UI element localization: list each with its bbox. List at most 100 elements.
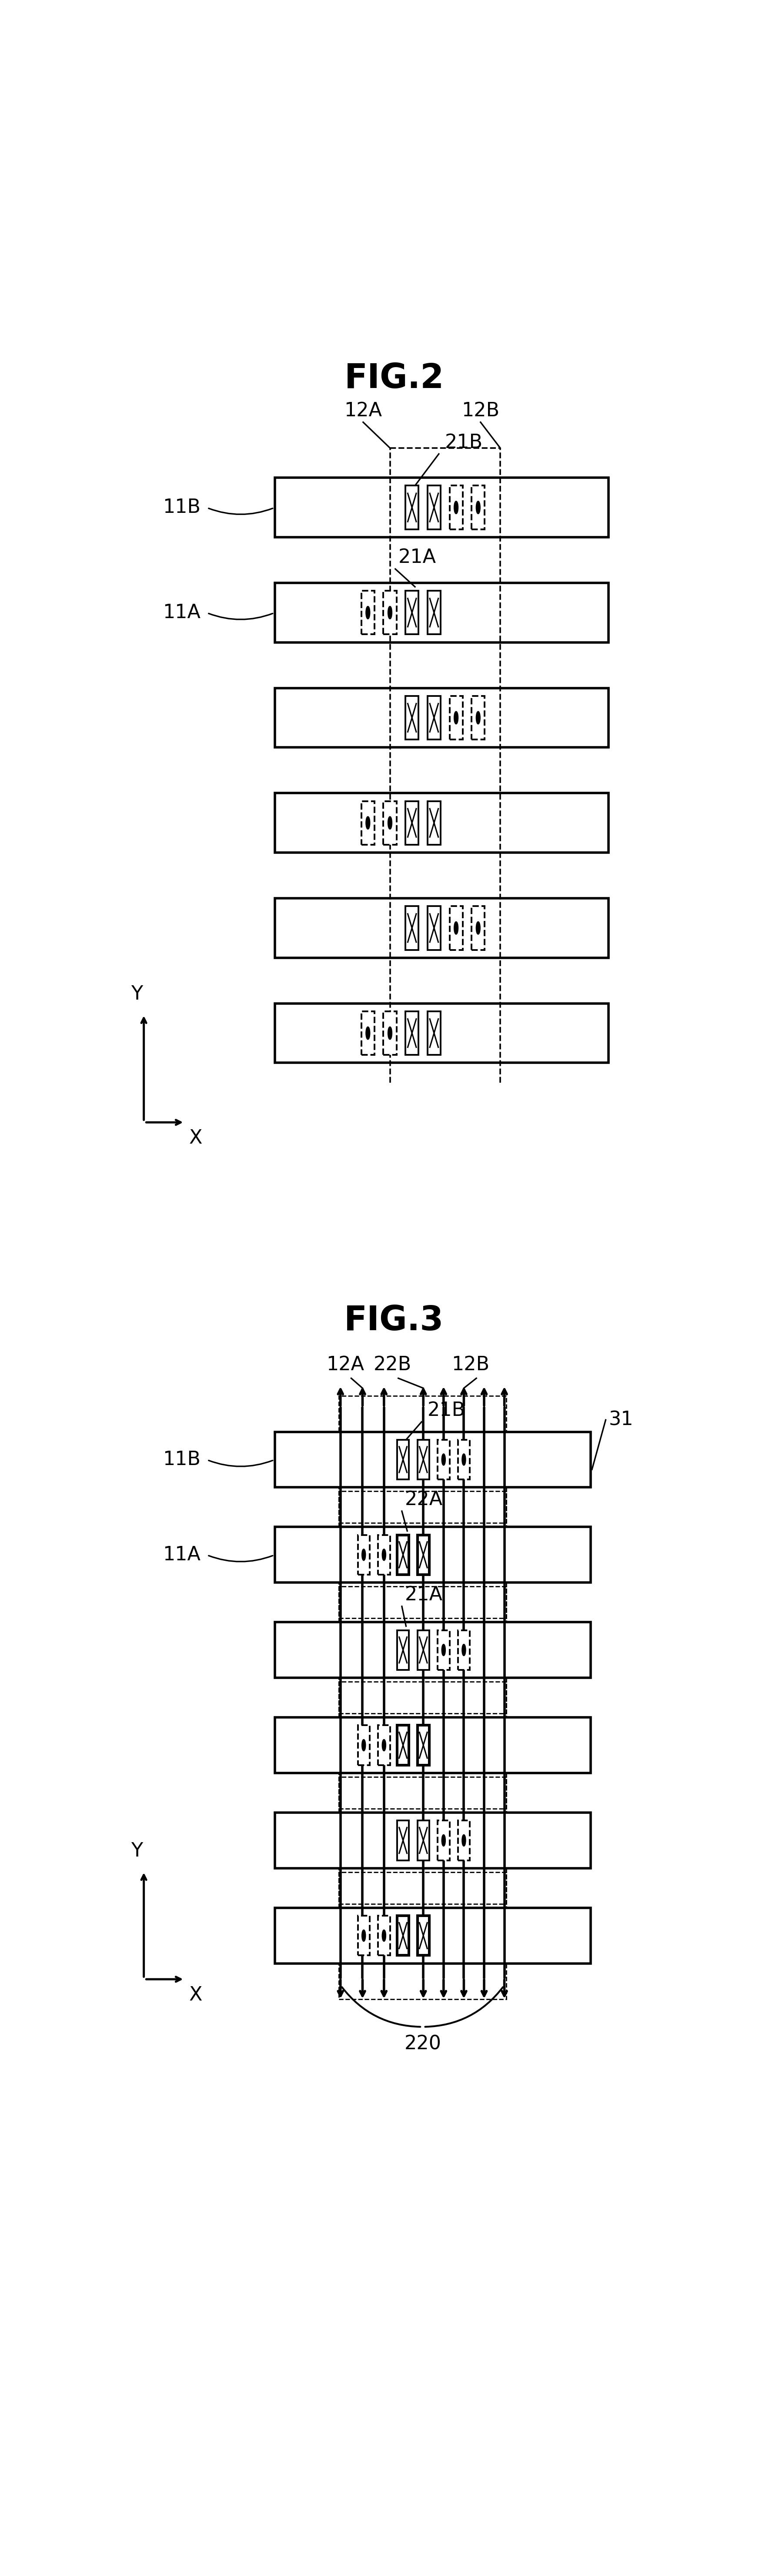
Text: 22A: 22A bbox=[404, 1492, 443, 1510]
Bar bbox=[338, 1587, 506, 1713]
Circle shape bbox=[382, 1739, 385, 1752]
Bar bbox=[405, 1012, 418, 1056]
Circle shape bbox=[454, 711, 458, 724]
Bar bbox=[397, 1726, 409, 1765]
Bar bbox=[418, 1631, 429, 1669]
Bar bbox=[275, 899, 609, 958]
Bar bbox=[275, 1909, 591, 1963]
Circle shape bbox=[462, 1453, 465, 1466]
Circle shape bbox=[476, 711, 480, 724]
Bar bbox=[361, 801, 375, 845]
Bar bbox=[405, 590, 418, 634]
Bar bbox=[405, 487, 418, 528]
Bar bbox=[358, 1726, 370, 1765]
Circle shape bbox=[362, 1548, 365, 1561]
Text: X: X bbox=[189, 1128, 202, 1146]
Bar bbox=[458, 1631, 470, 1669]
Bar bbox=[275, 1528, 591, 1582]
Circle shape bbox=[366, 817, 370, 829]
Bar bbox=[458, 1821, 470, 1860]
Bar bbox=[438, 1440, 450, 1479]
Circle shape bbox=[454, 502, 458, 513]
Text: FIG.3: FIG.3 bbox=[345, 1303, 444, 1337]
Text: 31: 31 bbox=[609, 1412, 634, 1430]
Bar bbox=[428, 1012, 441, 1056]
Circle shape bbox=[366, 1028, 370, 1038]
Bar bbox=[275, 1623, 591, 1677]
Circle shape bbox=[454, 922, 458, 935]
Bar bbox=[397, 1917, 409, 1955]
Bar bbox=[338, 1873, 506, 1999]
Bar bbox=[361, 590, 375, 634]
Circle shape bbox=[462, 1643, 465, 1656]
Bar bbox=[378, 1917, 390, 1955]
Bar bbox=[275, 582, 609, 641]
Circle shape bbox=[388, 817, 391, 829]
Text: 11A: 11A bbox=[162, 603, 201, 621]
Bar bbox=[275, 1718, 591, 1772]
Bar bbox=[275, 477, 609, 538]
Circle shape bbox=[388, 605, 391, 618]
Bar bbox=[384, 801, 397, 845]
Circle shape bbox=[362, 1929, 365, 1942]
Text: 12A: 12A bbox=[345, 402, 382, 420]
Circle shape bbox=[462, 1834, 465, 1847]
Text: Y: Y bbox=[131, 984, 142, 1005]
Bar bbox=[438, 1821, 450, 1860]
Bar bbox=[405, 801, 418, 845]
Text: 21B: 21B bbox=[428, 1401, 465, 1419]
Bar bbox=[275, 1002, 609, 1064]
Bar bbox=[397, 1821, 409, 1860]
Bar bbox=[418, 1535, 429, 1574]
Bar bbox=[397, 1631, 409, 1669]
Bar bbox=[378, 1535, 390, 1574]
Bar bbox=[418, 1726, 429, 1765]
Bar bbox=[338, 1492, 506, 1618]
Text: 220: 220 bbox=[404, 2035, 441, 2053]
Bar bbox=[428, 487, 441, 528]
Circle shape bbox=[442, 1453, 445, 1466]
Text: 12A: 12A bbox=[326, 1355, 365, 1373]
Bar bbox=[384, 1012, 397, 1056]
Bar bbox=[275, 1432, 591, 1486]
Text: 21A: 21A bbox=[398, 549, 436, 567]
Bar bbox=[418, 1917, 429, 1955]
Bar bbox=[378, 1726, 390, 1765]
Bar bbox=[471, 696, 484, 739]
Text: Y: Y bbox=[131, 1842, 142, 1860]
Bar bbox=[471, 487, 484, 528]
Circle shape bbox=[476, 502, 480, 513]
Bar bbox=[397, 1535, 409, 1574]
Bar bbox=[418, 1440, 429, 1479]
Bar bbox=[450, 696, 463, 739]
Bar bbox=[338, 1777, 506, 1904]
Bar bbox=[471, 907, 484, 951]
Text: 11A: 11A bbox=[162, 1546, 201, 1564]
Bar bbox=[418, 1821, 429, 1860]
Bar bbox=[405, 907, 418, 951]
Bar bbox=[428, 590, 441, 634]
Text: 21A: 21A bbox=[404, 1587, 443, 1605]
Circle shape bbox=[366, 605, 370, 618]
Circle shape bbox=[476, 922, 480, 935]
Bar bbox=[275, 793, 609, 853]
Bar bbox=[438, 1631, 450, 1669]
Bar bbox=[358, 1535, 370, 1574]
Text: 11B: 11B bbox=[162, 497, 201, 518]
Text: 12B: 12B bbox=[451, 1355, 489, 1373]
Text: 22B: 22B bbox=[374, 1355, 411, 1373]
Circle shape bbox=[382, 1929, 385, 1942]
Bar bbox=[405, 696, 418, 739]
Bar bbox=[397, 1440, 409, 1479]
Text: 21B: 21B bbox=[444, 433, 483, 451]
Bar bbox=[428, 696, 441, 739]
Bar bbox=[275, 688, 609, 747]
Bar bbox=[275, 1814, 591, 1868]
Circle shape bbox=[442, 1834, 445, 1847]
Circle shape bbox=[382, 1548, 385, 1561]
Bar bbox=[450, 487, 463, 528]
Text: FIG.2: FIG.2 bbox=[345, 363, 444, 394]
Bar bbox=[338, 1682, 506, 1808]
Text: 12B: 12B bbox=[461, 402, 500, 420]
Text: 11B: 11B bbox=[162, 1450, 201, 1468]
